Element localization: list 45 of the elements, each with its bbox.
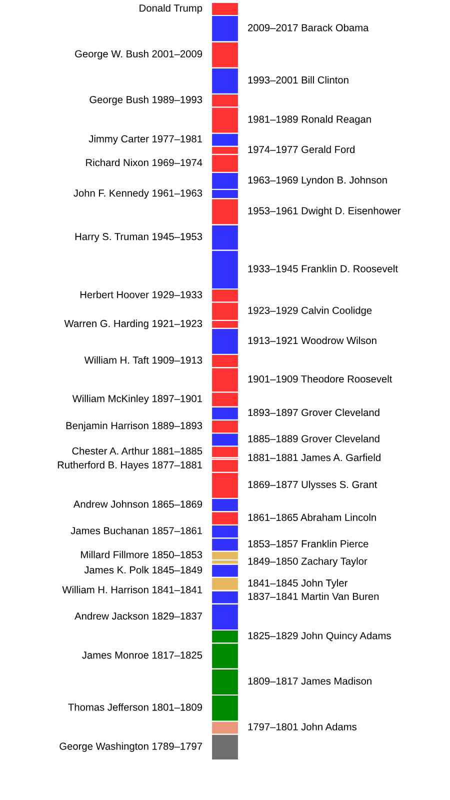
series-label: 1837–1841 Martin Van Buren (248, 592, 379, 600)
series-label: George W. Bush 2001–2009 (75, 50, 202, 60)
series-label: Andrew Jackson 1829–1837 (74, 612, 202, 620)
series-label: Warren G. Harding 1921–1923 (64, 320, 202, 330)
series-label: George Bush 1989–1993 (90, 96, 202, 106)
series-label: 1901–1909 Theodore Roosevelt (248, 375, 392, 383)
series-label: 1825–1829 John Quincy Adams (248, 632, 391, 642)
series-label: James Buchanan 1857–1861 (70, 526, 202, 534)
series-label: 1881–1881 James A. Garfield (248, 454, 380, 462)
series-label: Thomas Jefferson 1801–1809 (68, 703, 202, 711)
series-label: Benjamin Harrison 1889–1893 (66, 422, 202, 432)
series-label: John F. Kennedy 1961–1963 (74, 189, 202, 199)
series-label: Harry S. Truman 1945–1953 (75, 232, 202, 242)
series-label: 1809–1817 James Madison (248, 677, 372, 685)
series-label: 2009–2017 Barack Obama (248, 24, 369, 32)
series-label: James Monroe 1817–1825 (82, 652, 202, 659)
series-label: 1853–1857 Franklin Pierce (248, 540, 368, 548)
series-label: 1849–1850 Zachary Taylor (248, 557, 368, 567)
series-label: Donald Trump (140, 4, 202, 14)
series-label: Andrew Johnson 1865–1869 (73, 500, 202, 508)
series-label: 1981–1989 Ronald Reagan (248, 115, 371, 125)
series-label: 1933–1945 Franklin D. Roosevelt (248, 264, 398, 272)
series-label: Richard Nixon 1969–1974 (86, 158, 202, 166)
series-label: 1841–1845 John Tyler (248, 579, 348, 589)
series-label: 1974–1977 Gerald Ford (248, 146, 355, 154)
series-label: James K. Polk 1845–1849 (84, 566, 202, 574)
series-label: Jimmy Carter 1977–1981 (88, 134, 202, 144)
series-label: George Washington 1789–1797 (60, 742, 202, 752)
series-label: 1993–2001 Bill Clinton (248, 76, 348, 84)
series-label: 1923–1929 Calvin Coolidge (248, 306, 372, 316)
series-label: Herbert Hoover 1929–1933 (80, 290, 202, 298)
series-label: 1953–1961 Dwight D. Eisenhower (248, 206, 401, 216)
series-label: Millard Fillmore 1850–1853 (81, 550, 202, 558)
series-label: 1797–1801 John Adams (248, 722, 356, 730)
series-label: William H. Taft 1909–1913 (84, 356, 202, 364)
series-label: Chester A. Arthur 1881–1885 (72, 447, 202, 455)
series-label: 1963–1969 Lyndon B. Johnson (248, 176, 387, 186)
series-label: 1893–1897 Grover Cleveland (248, 408, 380, 416)
series-label: 1913–1921 Woodrow Wilson (248, 336, 376, 344)
series-label: 1885–1889 Grover Cleveland (248, 434, 380, 442)
series-label: William McKinley 1897–1901 (72, 394, 202, 404)
series-label: 1861–1865 Abraham Lincoln (248, 514, 376, 522)
series-label: 1869–1877 Ulysses S. Grant (248, 480, 378, 490)
series-label: William H. Harrison 1841–1841 (62, 586, 202, 594)
series-label: Rutherford B. Hayes 1877–1881 (58, 461, 202, 471)
